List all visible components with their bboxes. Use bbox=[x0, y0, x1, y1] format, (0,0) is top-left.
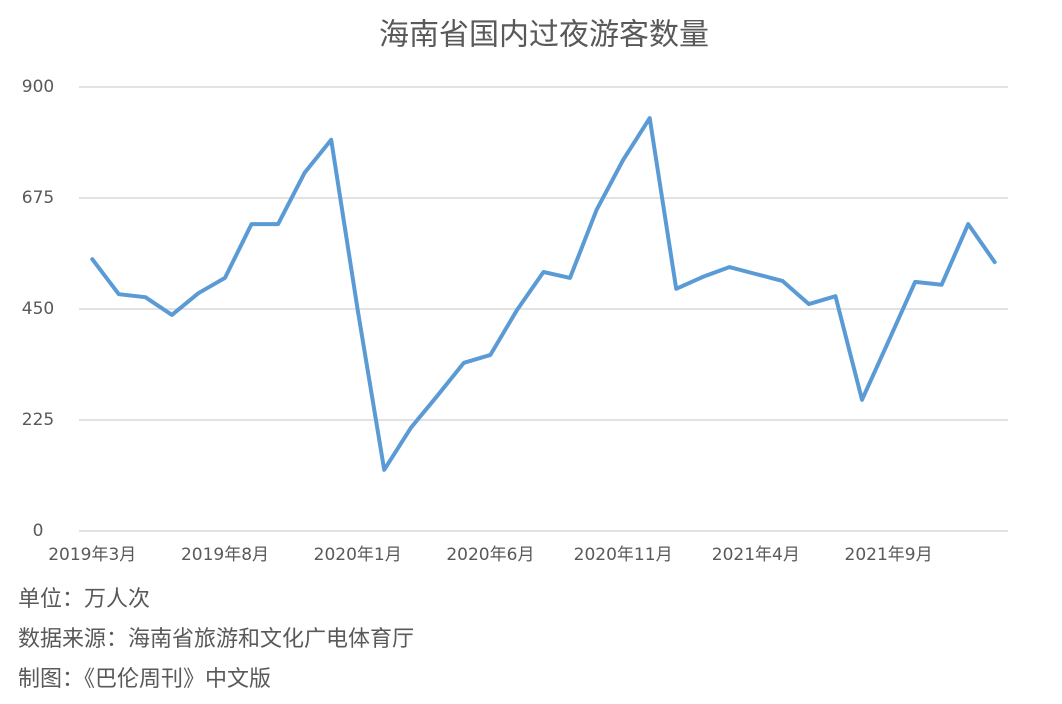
x-tick-label: 2019年8月 bbox=[181, 545, 269, 565]
x-tick-label: 2019年3月 bbox=[48, 545, 136, 565]
y-tick-label: 900 bbox=[22, 77, 54, 97]
y-tick-label: 0 bbox=[33, 521, 44, 541]
data-line bbox=[90, 116, 997, 472]
y-tick-label: 675 bbox=[22, 188, 54, 208]
footer-note: 制图：《巴伦周刊》中文版 bbox=[18, 667, 271, 692]
x-tick-label: 2020年11月 bbox=[574, 545, 673, 565]
footer-note: 单位：万人次 bbox=[18, 587, 150, 612]
footer-note: 数据来源：海南省旅游和文化广电体育厅 bbox=[18, 627, 414, 652]
chart-title: 海南省国内过夜游客数量 bbox=[379, 18, 709, 53]
x-tick-label: 2021年4月 bbox=[712, 545, 800, 565]
x-tick-label: 2021年9月 bbox=[845, 545, 933, 565]
y-tick-label: 450 bbox=[22, 299, 54, 319]
x-tick-label: 2020年6月 bbox=[446, 545, 534, 565]
y-tick-label: 225 bbox=[22, 410, 54, 430]
x-tick-label: 2020年1月 bbox=[314, 545, 402, 565]
